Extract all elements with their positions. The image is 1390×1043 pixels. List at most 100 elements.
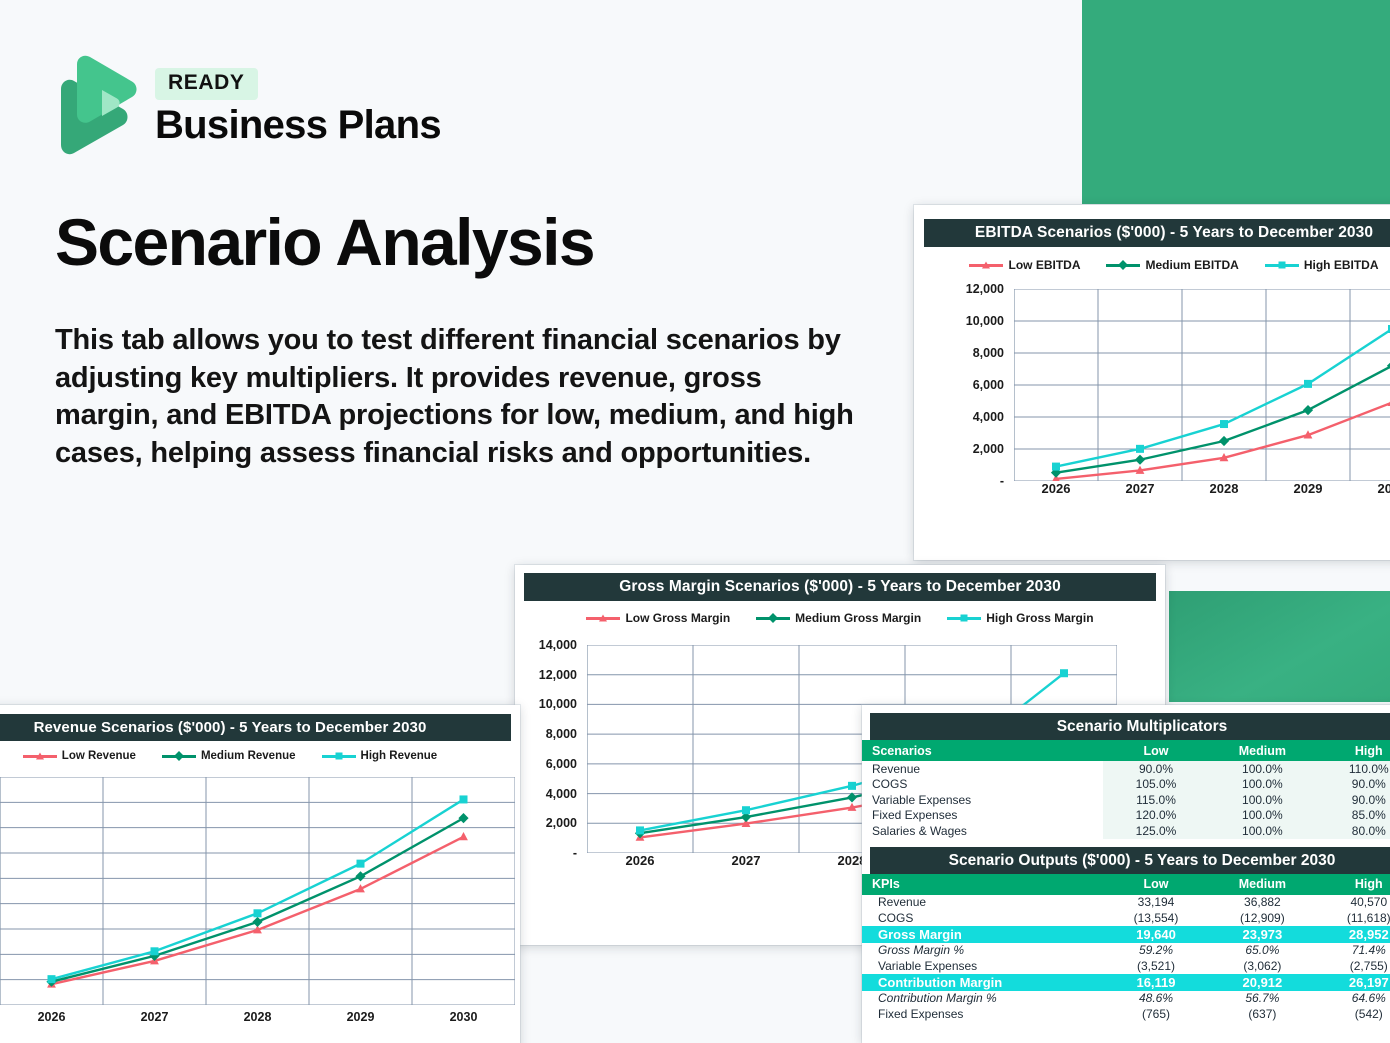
- cell-medium: (3,062): [1243, 958, 1282, 973]
- y-tick-label: 12,000: [538, 667, 577, 682]
- table-row: Revenue 90.0% 100.0% 110.0%: [862, 761, 1390, 777]
- cell-low: 115.0%: [1102, 792, 1210, 808]
- y-tick-label: 6,000: [545, 756, 577, 771]
- x-tick-label: 2028: [243, 1010, 272, 1024]
- legend-swatch-high-icon: [947, 614, 982, 622]
- chart-title-gross-margin: Gross Margin Scenarios ($'000) - 5 Years…: [524, 573, 1156, 601]
- legend-item-medium-ebitda: Medium EBITDA: [1106, 258, 1239, 272]
- cell-medium: 65.0%: [1245, 943, 1280, 958]
- cell-high: 40,570: [1350, 895, 1388, 910]
- row-label: Variable Expenses: [878, 958, 978, 973]
- cell-low: (3,521): [1136, 958, 1175, 973]
- brand-logo: READY Business Plans: [55, 55, 442, 155]
- chart-card-revenue: Revenue Scenarios ($'000) - 5 Years to D…: [0, 705, 520, 1043]
- play-triangle-logo-icon: [55, 55, 137, 155]
- y-axis-labels-ebitda: 12,000 10,000 8,000 6,000 4,000 2,000 -: [924, 282, 1004, 488]
- x-tick-label: 2027: [140, 1010, 169, 1024]
- cell-high: 28,952: [1315, 925, 1390, 943]
- x-tick-label: 2028: [1209, 481, 1239, 496]
- row-label: Revenue: [878, 895, 927, 910]
- y-tick-label: 12,000: [965, 282, 1004, 296]
- x-tick-label: 2030: [1377, 481, 1390, 496]
- column-header-low: Low: [1102, 740, 1210, 761]
- column-header-high: High: [1315, 873, 1390, 895]
- row-label: Revenue: [872, 761, 921, 776]
- page-title: Scenario Analysis: [55, 205, 596, 279]
- cell-low: 59.2%: [1138, 943, 1173, 958]
- decorative-green-block-top: [1082, 0, 1390, 204]
- cell-high: 71.4%: [1351, 943, 1386, 958]
- table-header-row: Scenarios Low Medium High: [862, 740, 1390, 761]
- decorative-green-block-middle: [1169, 591, 1390, 702]
- table-row: Fixed Expenses 120.0% 100.0% 85.0%: [862, 807, 1390, 823]
- cell-high: 26,197: [1315, 973, 1390, 991]
- y-tick-label: 10,000: [538, 697, 577, 712]
- cell-high: 85.0%: [1315, 807, 1390, 823]
- y-tick-label: 6,000: [972, 378, 1004, 392]
- column-header-medium: Medium: [1209, 873, 1316, 895]
- legend-swatch-high-icon: [321, 752, 356, 760]
- x-axis-labels-ebitda: 2026 2027 2028 2029 2030: [1014, 481, 1390, 496]
- scenario-outputs-table: KPIs Low Medium High Revenue 33,194 36,882…: [862, 873, 1390, 1022]
- legend-swatch-low-icon: [586, 614, 621, 622]
- cell-high: 110.0%: [1315, 761, 1390, 777]
- y-axis-labels-gross-margin: 14,000 12,000 10,000 8,000 6,000 4,000 2,000 -: [515, 638, 577, 860]
- x-tick-label: 2026: [37, 1010, 66, 1024]
- cell-medium: 20,912: [1209, 973, 1316, 991]
- row-label: Gross Margin %: [878, 943, 965, 958]
- cell-low: (13,554): [1133, 910, 1179, 925]
- y-tick-label: 8,000: [545, 727, 577, 742]
- cell-high: (11,618): [1346, 910, 1390, 925]
- cell-high: (2,755): [1349, 958, 1388, 973]
- chart-title-revenue: Revenue Scenarios ($'000) - 5 Years to D…: [0, 714, 511, 741]
- row-label: Gross Margin: [862, 925, 1103, 943]
- x-tick-label: 2028: [837, 853, 867, 868]
- column-header-low: Low: [1102, 873, 1210, 895]
- table-row: Contribution Margin % 48.6% 56.7% 64.6%: [862, 991, 1390, 1007]
- row-label: COGS: [878, 910, 914, 925]
- row-label: Contribution Margin %: [878, 991, 997, 1006]
- legend-item-high-ebitda: High EBITDA: [1264, 258, 1379, 272]
- row-label: Salaries & Wages: [872, 823, 967, 838]
- row-label: COGS: [872, 777, 908, 792]
- outputs-banner: Scenario Outputs ($'000) - 5 Years to De…: [870, 846, 1390, 874]
- y-tick-label: 2,000: [972, 442, 1004, 456]
- cell-medium: 56.7%: [1245, 991, 1280, 1006]
- scenario-multiplicators-table: Scenarios Low Medium High Revenue 90.0% 10…: [862, 740, 1390, 839]
- row-label: Contribution Margin: [862, 973, 1103, 991]
- y-tick-label: 4,000: [972, 410, 1004, 424]
- cell-medium: 100.0%: [1209, 761, 1316, 777]
- cell-medium: 36,882: [1244, 895, 1281, 910]
- plot-area-ebitda: [1014, 289, 1390, 481]
- legend-item-high-revenue: High Revenue: [321, 750, 437, 762]
- y-tick-label: 14,000: [538, 638, 577, 652]
- cell-high: (542): [1354, 1006, 1383, 1021]
- legend-item-medium-revenue: Medium Revenue: [161, 750, 296, 762]
- cell-medium: 100.0%: [1209, 792, 1316, 808]
- x-tick-label: 2027: [1125, 481, 1155, 496]
- y-tick-label: 10,000: [965, 314, 1004, 328]
- cell-high: 90.0%: [1315, 792, 1390, 808]
- cell-low: 125.0%: [1102, 823, 1210, 839]
- cell-medium: (12,909): [1240, 910, 1285, 925]
- column-header-medium: Medium: [1209, 740, 1316, 761]
- brand-name: Business Plans: [155, 102, 442, 147]
- x-tick-label: 2026: [1041, 481, 1071, 496]
- chart-title-ebitda: EBITDA Scenarios ($'000) - 5 Years to De…: [924, 219, 1390, 247]
- legend-swatch-high-icon: [1264, 261, 1299, 269]
- cell-high: 64.6%: [1351, 991, 1386, 1006]
- cell-high: 90.0%: [1315, 776, 1390, 792]
- scenario-tables-card: Scenario Multiplicators Scenarios Low Me…: [862, 705, 1390, 1043]
- column-header-high: High: [1315, 740, 1390, 761]
- cell-medium: 100.0%: [1209, 807, 1316, 823]
- table-row: Revenue 33,194 36,882 40,570: [862, 895, 1390, 911]
- table-row: Variable Expenses 115.0% 100.0% 90.0%: [862, 792, 1390, 808]
- table-row: Variable Expenses (3,521) (3,062) (2,755): [862, 958, 1390, 974]
- row-label: Variable Expenses: [872, 792, 972, 807]
- y-tick-label: -: [572, 846, 577, 860]
- x-tick-label: 2029: [1293, 481, 1323, 496]
- legend-swatch-low-icon: [22, 752, 57, 760]
- table-header-row: KPIs Low Medium High: [862, 873, 1390, 895]
- legend-item-medium-gross-margin: Medium Gross Margin: [756, 611, 921, 625]
- row-label: Fixed Expenses: [878, 1006, 964, 1021]
